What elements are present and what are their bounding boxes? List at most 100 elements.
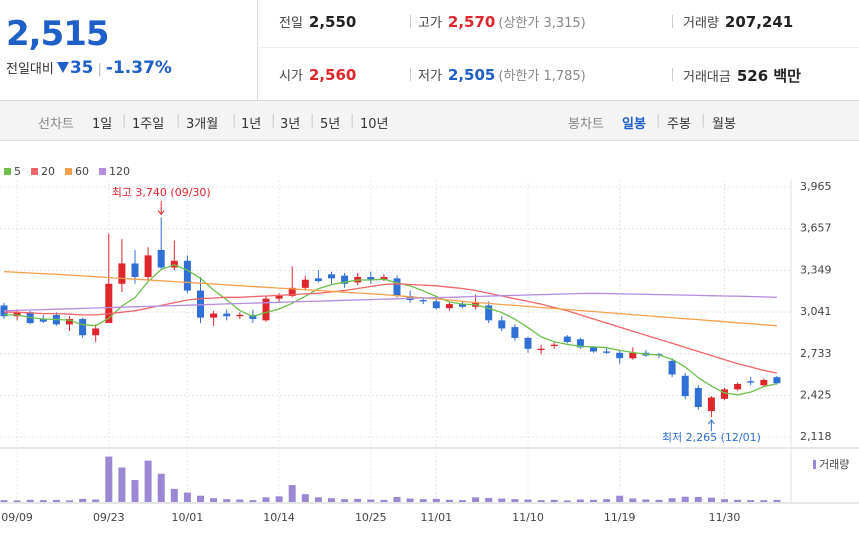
volume-bar bbox=[367, 499, 375, 502]
stat-value: 2,505 bbox=[447, 66, 496, 84]
stat: 고가 2,570 (상한가 3,315) bbox=[418, 12, 586, 31]
candle-chart-tab[interactable]: 봉차트 bbox=[568, 117, 604, 132]
stat-value: 2,560 bbox=[308, 66, 357, 84]
range-button[interactable]: 10년 bbox=[360, 117, 389, 132]
volume-bar bbox=[445, 499, 453, 502]
current-price: 2,515 bbox=[6, 14, 110, 54]
volume-bar bbox=[131, 480, 139, 502]
candle-body bbox=[537, 348, 545, 351]
candle-body bbox=[511, 327, 519, 338]
volume-bar bbox=[406, 498, 414, 502]
candle-body bbox=[590, 347, 597, 352]
y-tick-label: 3,657 bbox=[800, 222, 832, 235]
candle-body bbox=[105, 283, 113, 324]
volume-bar bbox=[616, 495, 624, 502]
volume-bar bbox=[642, 499, 650, 502]
x-tick-label: 10/01 bbox=[172, 511, 204, 524]
volume-bar bbox=[288, 485, 296, 502]
range-button[interactable]: 3개월 bbox=[186, 117, 219, 132]
volume-bar bbox=[773, 499, 781, 502]
volume-bar bbox=[328, 498, 335, 502]
volume-bar bbox=[249, 500, 257, 502]
moving-average-line bbox=[4, 264, 778, 396]
x-tick-label: 09/09 bbox=[1, 511, 33, 524]
moving-average-line bbox=[3, 292, 777, 312]
y-tick-label: 2,118 bbox=[800, 430, 832, 443]
moving-average-line bbox=[3, 270, 777, 327]
volume-bar bbox=[393, 496, 401, 502]
line-chart-tab[interactable]: 선차트 bbox=[38, 117, 74, 132]
stat: 전일 2,550 bbox=[279, 12, 356, 31]
volume-bar bbox=[459, 500, 466, 502]
divider bbox=[258, 47, 859, 48]
legend-swatch bbox=[99, 168, 106, 175]
period-button[interactable]: 주봉 bbox=[667, 117, 691, 132]
volume-legend-swatch bbox=[813, 460, 816, 469]
volume-bar bbox=[721, 499, 728, 502]
candle-body bbox=[707, 397, 715, 412]
range-button[interactable]: 1년 bbox=[241, 117, 262, 132]
separator: | bbox=[656, 113, 661, 128]
candle-body bbox=[288, 287, 296, 296]
range-button[interactable]: 1일 bbox=[92, 117, 113, 132]
volume-bar bbox=[550, 499, 558, 502]
candle-body bbox=[301, 279, 309, 288]
change: 전일대비 35 | -1.37% bbox=[6, 58, 172, 78]
candle-body bbox=[262, 298, 270, 321]
candle-body bbox=[367, 277, 375, 280]
range-button[interactable]: 5년 bbox=[320, 117, 341, 132]
candle-body bbox=[419, 300, 427, 302]
stat: 거래량 207,241 bbox=[683, 12, 793, 31]
range-button[interactable]: 3년 bbox=[280, 117, 301, 132]
x-tick-label: 11/10 bbox=[512, 511, 544, 524]
candle-body bbox=[118, 263, 126, 284]
volume-bar bbox=[694, 496, 702, 502]
period-button[interactable]: 일봉 bbox=[622, 117, 646, 132]
candle-body bbox=[157, 249, 165, 268]
separator bbox=[410, 68, 411, 81]
volume-bar bbox=[524, 499, 532, 502]
toolbar: 선차트 1일 | 1주일 | 3개월 | 1년 | 3년 | 5년 | 10년 … bbox=[0, 100, 859, 141]
candle-body bbox=[563, 336, 571, 342]
volume-bar bbox=[668, 498, 676, 502]
volume-bar bbox=[39, 500, 47, 502]
stat-value: 207,241 bbox=[724, 13, 794, 31]
volume-bar bbox=[275, 496, 283, 502]
quote-box: 2,515 전일대비 35 | -1.37% bbox=[0, 0, 258, 100]
legend-swatch bbox=[4, 168, 11, 175]
volume-bar bbox=[223, 499, 231, 502]
change-value: 35 bbox=[69, 58, 94, 78]
candle-body bbox=[760, 379, 768, 386]
separator: | bbox=[122, 113, 127, 128]
x-tick-label: 11/01 bbox=[420, 511, 452, 524]
candle-body bbox=[485, 305, 493, 321]
separator: | bbox=[701, 113, 706, 128]
candle-body bbox=[747, 381, 755, 383]
candle-body bbox=[210, 313, 218, 318]
stat: 저가 2,505 (하한가 1,785) bbox=[418, 65, 586, 84]
candle-body bbox=[66, 318, 73, 325]
candle-body bbox=[550, 344, 558, 347]
candle-body bbox=[39, 318, 47, 322]
separator: | bbox=[310, 113, 315, 128]
separator: | bbox=[176, 113, 181, 128]
candle-body bbox=[524, 337, 532, 349]
range-button[interactable]: 1주일 bbox=[132, 117, 165, 132]
period-button[interactable]: 월봉 bbox=[712, 117, 736, 132]
volume-bar bbox=[747, 500, 755, 502]
y-tick-label: 2,425 bbox=[800, 388, 832, 401]
volume-bar bbox=[498, 498, 506, 502]
stat-label: 거래대금 bbox=[683, 70, 731, 85]
moving-average-line bbox=[4, 283, 778, 374]
volume-bar bbox=[354, 498, 362, 502]
candle-body bbox=[314, 278, 322, 282]
stat-label: 시가 bbox=[279, 69, 303, 84]
candle-body bbox=[629, 352, 637, 359]
candle-body bbox=[223, 313, 231, 317]
candle-body bbox=[393, 278, 401, 296]
candle-body bbox=[432, 301, 440, 309]
chart: 2,118 2,425 2,733 3,041 3,349 3,657 3,965 09/09… bbox=[0, 165, 859, 524]
volume-bar bbox=[760, 500, 768, 502]
volume-bar bbox=[629, 498, 637, 502]
